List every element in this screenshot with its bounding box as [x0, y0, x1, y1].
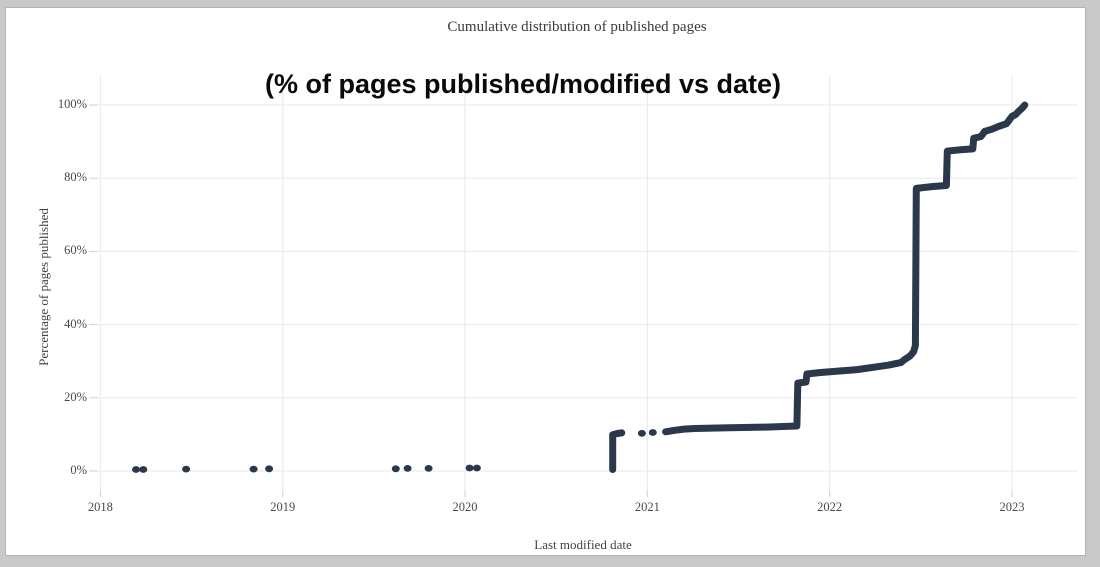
x-tick-label: 2018	[87, 500, 113, 514]
x-tick-label: 2020	[452, 500, 478, 514]
x-axis-title: Last modified date	[534, 537, 632, 552]
y-tick-label: 100%	[57, 97, 87, 111]
y-axis-title: Percentage of pages published	[36, 208, 51, 366]
x-tick-label: 2023	[999, 500, 1025, 514]
chart-annotation: (% of pages published/modified vs date)	[264, 69, 782, 99]
x-tick-label: 2021	[634, 500, 660, 514]
y-tick-label: 20%	[64, 389, 87, 404]
y-tick-label: 40%	[64, 316, 87, 331]
x-tick-label: 2022	[817, 500, 843, 514]
y-tick-label: 80%	[64, 170, 87, 185]
y-tick-label: 60%	[64, 243, 87, 258]
chart-title: Cumulative distribution of published pag…	[447, 19, 707, 35]
x-tick-label: 2019	[270, 500, 296, 514]
y-tick-label: 0%	[70, 462, 87, 477]
